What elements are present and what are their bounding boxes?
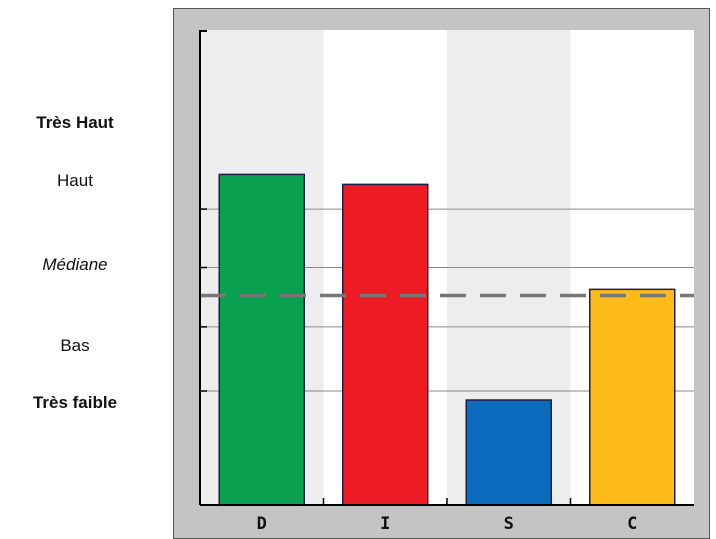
level-label-bas: Bas — [60, 336, 90, 355]
x-tick-label-i: I — [380, 514, 390, 534]
bar-c — [589, 288, 676, 506]
axes — [199, 30, 694, 506]
bar-d — [218, 173, 305, 506]
x-tick-label-c: C — [627, 514, 637, 534]
x-tick-label-s: S — [504, 514, 514, 534]
level-label-haut: Haut — [57, 171, 93, 190]
x-tick-label-d: D — [257, 514, 267, 534]
level-label-mediane: Médiane — [42, 255, 108, 274]
bars — [218, 173, 676, 506]
level-label-tres-faible: Très faible — [32, 393, 118, 412]
level-label-tres-haut: Très Haut — [36, 113, 114, 132]
bar-s — [465, 399, 552, 506]
bar-i — [342, 183, 429, 506]
